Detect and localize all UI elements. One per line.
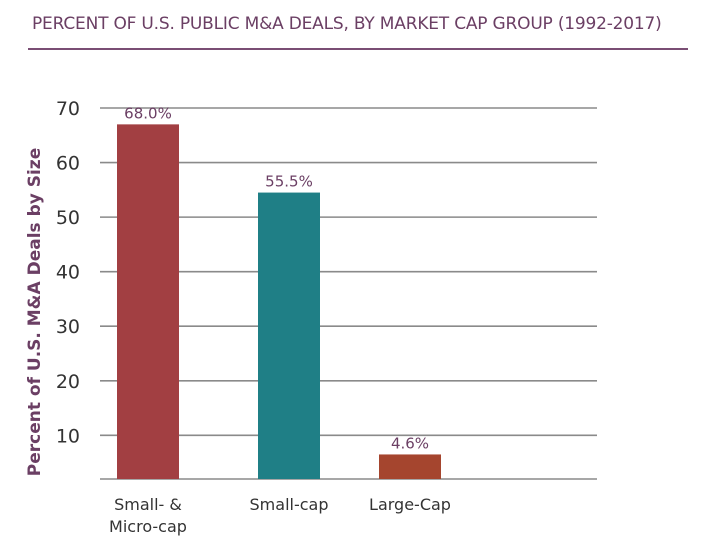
- y-tick-label-10: 10: [56, 425, 80, 447]
- y-tick-label-40: 40: [56, 262, 80, 284]
- y-axis-ticks: 10 20 30 40 50 60 70: [56, 98, 80, 447]
- y-tick-label-50: 50: [56, 207, 80, 229]
- bar-3: [379, 454, 441, 479]
- y-tick-label-70: 70: [56, 98, 80, 120]
- data-label-1: 68.0%: [124, 104, 172, 122]
- y-tick-label-60: 60: [56, 153, 80, 175]
- title-divider: [28, 48, 688, 50]
- bar-2: [258, 192, 320, 480]
- bars: [117, 124, 441, 480]
- chart-title: PERCENT OF U.S. PUBLIC M&A DEALS, BY MAR…: [32, 14, 662, 34]
- data-label-3: 4.6%: [391, 434, 429, 452]
- data-labels: 68.0% 55.5% 4.6%: [124, 104, 429, 452]
- y-tick-label-20: 20: [56, 371, 80, 393]
- bar-1: [117, 124, 179, 479]
- category-label-1-line-1: Small- &: [114, 495, 182, 514]
- y-tick-label-30: 30: [56, 316, 80, 338]
- category-label-3: Large-Cap: [369, 495, 451, 514]
- category-label-1-line-2: Micro-cap: [109, 517, 187, 536]
- x-axis-labels: Small- & Micro-cap Small-cap Large-Cap: [109, 495, 451, 536]
- y-axis-label: Percent of U.S. M&A Deals by Size: [25, 148, 45, 476]
- data-label-2: 55.5%: [265, 173, 313, 191]
- category-label-2: Small-cap: [250, 495, 329, 514]
- gridlines: [100, 107, 597, 480]
